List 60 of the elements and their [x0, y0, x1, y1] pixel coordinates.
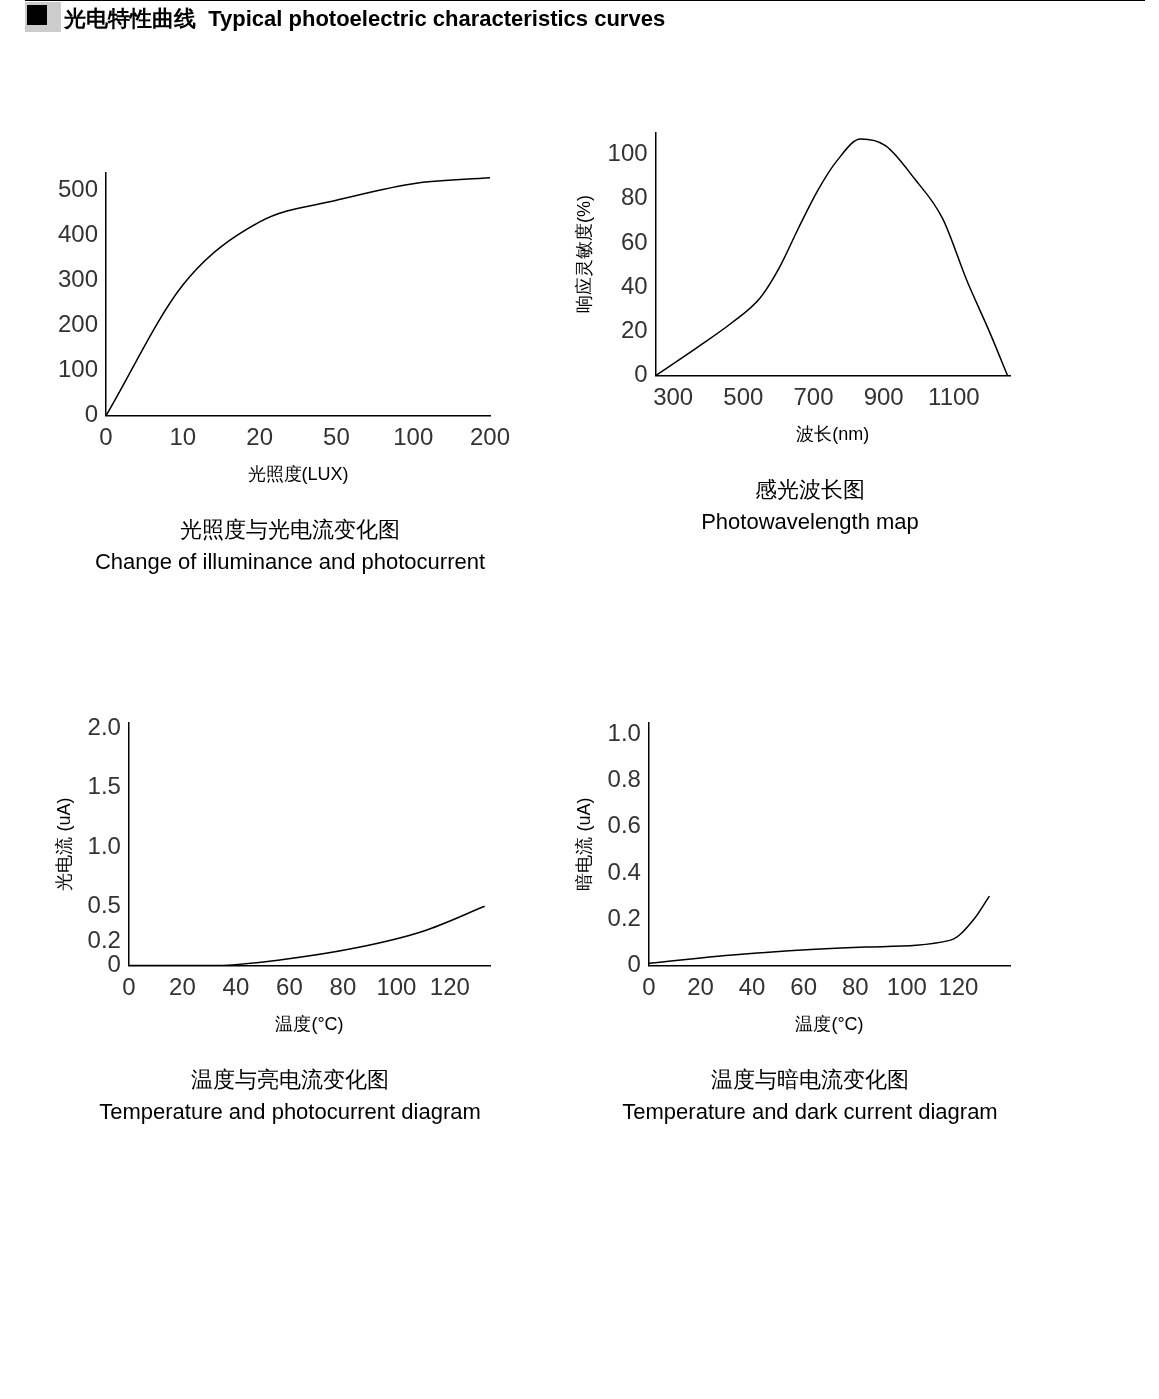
y-tick-label: 0.4	[607, 857, 641, 885]
text: Change of illuminance and photocurrent	[93, 548, 487, 576]
x-tick-label: 20	[687, 972, 714, 1000]
y-tick-label: 0	[634, 360, 648, 388]
y-tick-label: 1.5	[87, 772, 121, 800]
x-axis-title: 光照度(LUX)	[247, 464, 349, 485]
text: 光电特性曲线 Typical photoelectric characteristics curves	[64, 5, 666, 33]
y-axis-title: 光电流 (uA)	[53, 797, 74, 891]
y-tick-label: 200	[58, 310, 99, 338]
y-tick-label: 80	[620, 183, 648, 211]
y-tick-label: 0	[627, 950, 641, 978]
x-tick-label: 300	[653, 382, 694, 410]
y-tick-label: 100	[58, 355, 99, 383]
text: 感光波长图	[754, 476, 866, 504]
text: Temperature and photocurrent diagram	[98, 1098, 482, 1126]
y-tick-label: 20	[620, 316, 648, 344]
x-tick-label: 900	[863, 382, 904, 410]
y-tick-label: 0.8	[607, 764, 641, 792]
y-axis-title: 暗电流 (uA)	[573, 797, 594, 891]
x-tick-label: 1100	[928, 382, 980, 410]
x-tick-label: 10	[169, 422, 197, 450]
x-tick-label: 40	[738, 972, 766, 1000]
x-tick-label: 50	[323, 422, 350, 450]
x-tick-label: 40	[222, 972, 250, 1000]
x-tick-label: 700	[793, 382, 834, 410]
y-tick-label: 0.2	[607, 903, 641, 931]
text: Temperature and dark current diagram	[621, 1098, 999, 1126]
x-tick-label: 80	[329, 972, 357, 1000]
y-tick-label: 0	[84, 400, 99, 428]
y-tick-label: 1.0	[87, 831, 121, 859]
text: 温度与亮电流变化图	[190, 1066, 390, 1094]
x-tick-label: 200	[469, 422, 511, 450]
x-tick-label: 500	[723, 382, 764, 410]
y-tick-label: 2.0	[87, 712, 121, 740]
x-tick-label: 60	[276, 972, 303, 1000]
x-axis-title: 波长(nm)	[796, 424, 870, 445]
y-tick-label: 40	[620, 271, 648, 299]
text: 光照度与光电流变化图	[179, 516, 401, 544]
y-tick-label: 0.5	[87, 890, 121, 918]
x-tick-label: 20	[246, 422, 273, 450]
text: Photowavelength map	[700, 508, 920, 536]
x-tick-label: 60	[790, 972, 818, 1000]
y-tick-label: 60	[620, 227, 648, 255]
x-tick-label: 100	[393, 422, 434, 450]
x-tick-label: 120	[938, 972, 979, 1000]
y-tick-label: 500	[58, 175, 99, 203]
x-axis-title: 温度(°C)	[795, 1014, 864, 1035]
text: 温度与暗电流变化图	[710, 1066, 910, 1094]
y-tick-label: 400	[58, 220, 99, 248]
x-tick-label: 120	[429, 972, 470, 1000]
x-tick-label: 100	[886, 972, 927, 1000]
y-axis-title: 响应灵敏度(%)	[573, 195, 594, 313]
x-axis-title: 温度(°C)	[275, 1014, 344, 1035]
y-tick-label: 0.6	[607, 811, 641, 839]
y-tick-label: 1.0	[607, 718, 641, 746]
x-tick-label: 80	[841, 972, 869, 1000]
x-tick-label: 100	[376, 972, 417, 1000]
x-tick-label: 20	[169, 972, 196, 1000]
y-tick-label: 100	[607, 139, 648, 167]
y-tick-label: 300	[58, 265, 99, 293]
